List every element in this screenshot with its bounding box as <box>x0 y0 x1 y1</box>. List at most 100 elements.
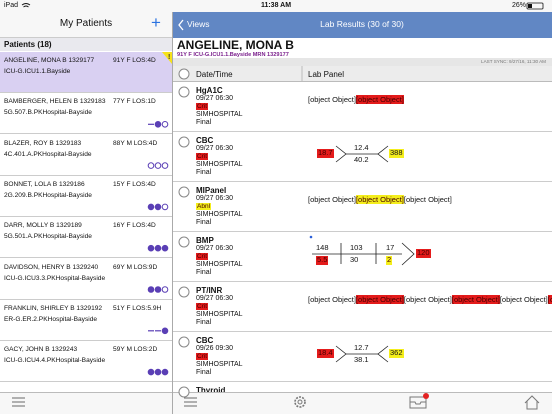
result-source: SIMHOSPITAL <box>196 361 243 368</box>
result-row[interactable] <box>172 82 552 132</box>
result-datetime: 09/27 06:30 <box>196 145 233 152</box>
cbc-plt: 362 <box>389 348 404 358</box>
result-source: SIMHOSPITAL <box>196 111 243 118</box>
result-datetime: 09/26 09:30 <box>196 345 233 352</box>
column-header: Lab Panel <box>308 70 345 79</box>
patient-demographics: 51Y F LOS:5.9H <box>113 304 162 312</box>
cbc-hgb: 12.4 <box>354 143 369 152</box>
lab-summary: [object Object][object Object][object Ob… <box>308 295 552 305</box>
result-status: Final <box>196 269 212 276</box>
result-datetime: 09/27 06:30 <box>196 195 233 202</box>
patient-row[interactable] <box>0 258 172 300</box>
add-patient[interactable]: + <box>151 13 161 32</box>
bmp-glucose: 120 <box>416 248 431 258</box>
lab-segment: [object Object] <box>355 95 404 104</box>
sync-strip <box>172 58 552 66</box>
status-bar <box>0 0 552 12</box>
lab-segment: [object Object] <box>355 195 404 204</box>
patient-name: BAMBERGER, HELEN B 1329183 <box>4 98 106 106</box>
result-row[interactable] <box>172 182 552 232</box>
patient-location: ICU-G.ICU1.1.Bayside <box>4 68 71 75</box>
lab-segment: [object Object] <box>403 295 452 304</box>
patient-row[interactable] <box>0 299 172 341</box>
result-source: SIMHOSPITAL <box>196 211 243 218</box>
patient-demographics: 91Y F LOS:4D <box>113 57 156 64</box>
result-row[interactable] <box>172 282 552 332</box>
bmp-value: 5.5 <box>316 255 329 265</box>
result-row[interactable] <box>172 332 552 382</box>
result-datetime: 09/27 06:30 <box>196 245 233 252</box>
banner-name: ANGELINE, MONA B <box>177 38 294 52</box>
result-status: Final <box>196 369 212 376</box>
patient-demographics: 69Y M LOS:9D <box>113 263 158 271</box>
lab-segment: [object Object] <box>499 295 548 304</box>
patient-demographics: 88Y M LOS:4D <box>113 139 158 147</box>
result-status: Final <box>196 169 212 176</box>
lab-segment: [object Object] <box>355 295 404 304</box>
patient-row[interactable] <box>0 52 172 93</box>
lab-summary: [object Object][object Object][object Ob… <box>308 195 452 205</box>
lab-segment: [object Object] <box>308 95 356 104</box>
lab-segment: [object Object] <box>547 295 552 304</box>
patient-row[interactable] <box>0 93 172 135</box>
patient-row[interactable] <box>0 175 172 217</box>
cbc-hgb: 12.7 <box>354 343 369 352</box>
panel-name: Thyroid <box>196 386 226 395</box>
section-title: Patients (18) <box>4 40 52 49</box>
banner-details: 91Y F ICU-G.ICU1.1.Bayside MRN 1329177 <box>177 52 289 58</box>
patient-location: 5G.501.A.PKHospital-Bayside <box>4 233 92 241</box>
lab-segment: [object Object] <box>403 195 452 204</box>
toolbar <box>0 392 552 414</box>
section-header <box>0 38 172 51</box>
patient-location: ICU-G.ICU4.4.PKHospital-Bayside <box>4 357 106 365</box>
table-header <box>172 66 552 82</box>
main-title: Lab Results (30 of 30) <box>320 19 404 29</box>
result-status: Final <box>196 319 212 326</box>
bmp-value: 103 <box>350 243 363 252</box>
cbc-wbc: 18.7 <box>317 148 334 158</box>
result-status: Final <box>196 119 212 126</box>
patient-name: FRANKLIN, SHIRLEY B 1329192 <box>4 304 103 312</box>
result-row[interactable] <box>172 132 552 182</box>
patient-demographics: 16Y F LOS:4D <box>113 222 156 230</box>
patient-name: DARR, MOLLY B 1329189 <box>4 222 82 230</box>
patient-row[interactable] <box>0 217 172 259</box>
lab-segment: [object Object] <box>451 295 500 304</box>
result-status: Final <box>196 219 212 226</box>
patient-location: 2G.209.B.PKHospital-Bayside <box>4 191 92 199</box>
patient-name: ANGELINE, MONA B 1329177 <box>4 57 95 64</box>
result-flag: Crit <box>196 153 209 161</box>
panel-name: BMP <box>196 236 214 245</box>
patient-row[interactable] <box>0 134 172 176</box>
result-source: SIMHOSPITAL <box>196 261 243 268</box>
patient-location: ER-G.ER.2.PKHospital-Bayside <box>4 315 98 323</box>
result-datetime: 09/27 06:30 <box>196 295 233 302</box>
bmp-value: 30 <box>350 255 359 264</box>
cbc-hct: 38.1 <box>354 355 369 364</box>
bmp-value: 2 <box>386 255 393 265</box>
result-row[interactable] <box>172 232 552 282</box>
result-source: SIMHOSPITAL <box>196 161 243 168</box>
result-flag: Crit <box>196 303 209 311</box>
result-flag: Crit <box>196 353 209 361</box>
result-datetime: 09/27 06:30 <box>196 95 233 102</box>
result-flag: Abnl <box>196 203 212 211</box>
lab-segment: [object Object] <box>308 295 356 304</box>
panel-name: HgA1C <box>196 86 223 95</box>
clock: 11:38 AM <box>260 2 292 9</box>
lab-summary: [object Object][object Object] <box>308 95 404 105</box>
cbc-wbc: 18.4 <box>317 348 334 358</box>
panel-name: CBC <box>196 136 214 145</box>
patient-row[interactable] <box>0 341 172 383</box>
cbc-plt: 388 <box>389 148 404 158</box>
bmp-value: 148 <box>316 243 329 252</box>
panel-name: CBC <box>196 336 214 345</box>
result-flag: Crit <box>196 103 209 111</box>
back-button[interactable]: Views <box>187 19 210 29</box>
panel-name: PT/INR <box>196 286 223 295</box>
patient-demographics: 77Y F LOS:1D <box>113 98 156 106</box>
cbc-hct: 40.2 <box>354 155 369 164</box>
patient-name: DAVIDSON, HENRY B 1329240 <box>4 263 99 271</box>
sidebar-title: My Patients <box>59 18 113 29</box>
patient-location: 4C.401.A.PKHospital-Bayside <box>4 150 92 158</box>
